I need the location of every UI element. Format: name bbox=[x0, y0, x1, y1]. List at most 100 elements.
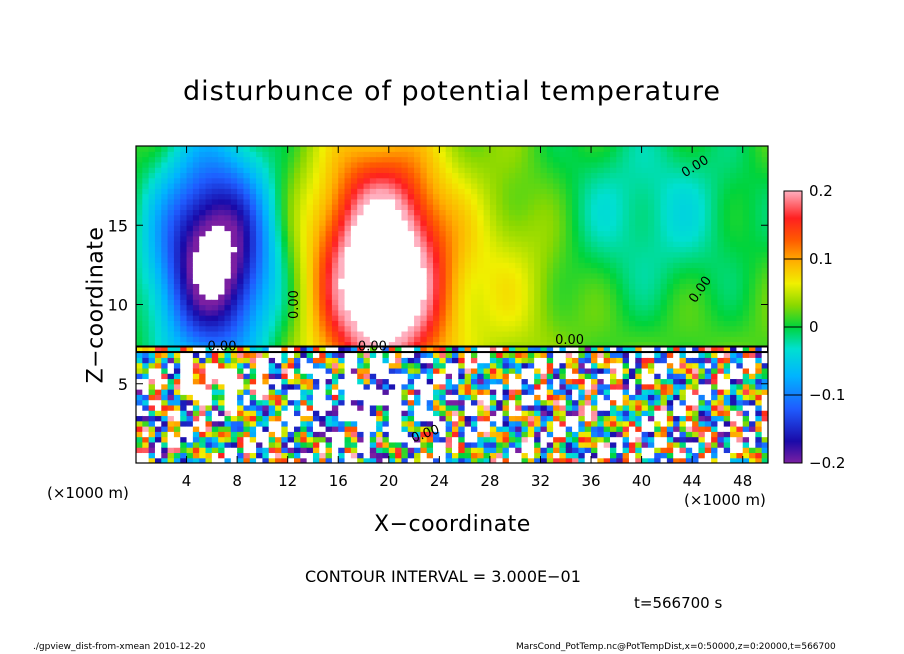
heatmap-cell bbox=[483, 426, 491, 432]
heatmap-cell bbox=[173, 441, 181, 448]
heatmap-cell bbox=[237, 352, 245, 358]
heatmap-cell bbox=[395, 214, 403, 221]
heatmap-cell bbox=[647, 378, 655, 385]
heatmap-cell bbox=[300, 267, 308, 274]
heatmap-cell bbox=[287, 241, 295, 247]
heatmap-cell bbox=[167, 362, 175, 369]
heatmap-cell bbox=[148, 352, 156, 358]
heatmap-cell bbox=[369, 304, 377, 311]
heatmap-cell bbox=[515, 373, 523, 380]
heatmap-cell bbox=[439, 293, 447, 300]
heatmap-cell bbox=[256, 383, 263, 390]
heatmap-cell bbox=[369, 415, 377, 422]
heatmap-cell bbox=[654, 167, 662, 174]
heatmap-cell bbox=[458, 198, 466, 205]
heatmap-cell bbox=[565, 225, 573, 232]
heatmap-cell bbox=[477, 161, 485, 168]
heatmap-cell bbox=[414, 214, 421, 221]
heatmap-cell bbox=[224, 246, 232, 253]
heatmap-cell bbox=[635, 378, 643, 385]
heatmap-cell bbox=[407, 241, 415, 247]
heatmap-cell bbox=[369, 309, 377, 316]
heatmap-cell bbox=[325, 204, 333, 210]
heatmap-cell bbox=[262, 146, 270, 152]
heatmap-cell bbox=[603, 304, 611, 311]
heatmap-cell bbox=[426, 288, 434, 295]
heatmap-cell bbox=[407, 146, 415, 152]
heatmap-cell bbox=[287, 198, 295, 205]
heatmap-cell bbox=[515, 246, 523, 253]
heatmap-cell bbox=[357, 182, 365, 189]
heatmap-cell bbox=[572, 241, 579, 247]
heatmap-cell bbox=[388, 188, 396, 195]
heatmap-cell bbox=[591, 394, 598, 401]
heatmap-cell bbox=[167, 452, 175, 459]
heatmap-cell bbox=[243, 304, 251, 311]
heatmap-cell bbox=[388, 304, 396, 311]
heatmap-cell bbox=[452, 357, 459, 364]
heatmap-cell bbox=[515, 225, 523, 232]
heatmap-cell bbox=[300, 309, 308, 316]
heatmap-cell bbox=[395, 420, 403, 427]
heatmap-cell bbox=[300, 225, 308, 232]
heatmap-cell bbox=[167, 167, 175, 174]
heatmap-cell bbox=[167, 352, 175, 358]
heatmap-cell bbox=[502, 167, 510, 174]
heatmap-cell bbox=[344, 452, 352, 459]
heatmap-cell bbox=[230, 447, 238, 454]
heatmap-cell bbox=[268, 272, 276, 279]
heatmap-cell bbox=[173, 452, 181, 459]
heatmap-cell bbox=[433, 346, 440, 353]
heatmap-cell bbox=[603, 251, 611, 258]
heatmap-cell bbox=[546, 447, 554, 454]
heatmap-cell bbox=[167, 309, 175, 316]
heatmap-cell bbox=[470, 235, 478, 242]
heatmap-cell bbox=[565, 431, 573, 438]
heatmap-cell bbox=[224, 209, 232, 216]
heatmap-cell bbox=[464, 404, 472, 411]
heatmap-cell bbox=[369, 177, 377, 184]
heatmap-cell bbox=[306, 325, 314, 332]
heatmap-cell bbox=[559, 447, 567, 454]
heatmap-cell bbox=[376, 177, 384, 184]
heatmap-cell bbox=[546, 288, 554, 295]
heatmap-cell bbox=[211, 352, 219, 358]
heatmap-cell bbox=[426, 426, 434, 432]
heatmap-cell bbox=[388, 177, 396, 184]
heatmap-cell bbox=[180, 278, 188, 284]
heatmap-cell bbox=[136, 341, 143, 348]
heatmap-cell bbox=[508, 394, 516, 401]
heatmap-cell bbox=[180, 198, 188, 205]
heatmap-cell bbox=[445, 304, 453, 311]
heatmap-cell bbox=[148, 283, 156, 290]
heatmap-cell bbox=[628, 346, 636, 353]
heatmap-cell bbox=[275, 426, 282, 432]
heatmap-cell bbox=[363, 278, 371, 284]
heatmap-cell bbox=[578, 151, 586, 158]
heatmap-cell bbox=[591, 373, 598, 380]
heatmap-cell bbox=[565, 394, 573, 401]
heatmap-cell bbox=[161, 272, 169, 279]
heatmap-cell bbox=[357, 341, 365, 348]
heatmap-cell bbox=[407, 251, 415, 258]
heatmap-cell bbox=[142, 283, 150, 290]
heatmap-cell bbox=[496, 325, 504, 332]
heatmap-cell bbox=[540, 209, 548, 216]
heatmap-cell bbox=[230, 214, 238, 221]
heatmap-cell bbox=[470, 288, 478, 295]
heatmap-cell bbox=[420, 241, 428, 247]
heatmap-cell bbox=[294, 193, 301, 200]
heatmap-cell bbox=[300, 362, 308, 369]
heatmap-cell bbox=[148, 436, 156, 443]
heatmap-cell bbox=[439, 193, 447, 200]
heatmap-cell bbox=[641, 241, 649, 247]
heatmap-cell bbox=[344, 209, 352, 216]
heatmap-cell bbox=[192, 198, 200, 205]
heatmap-cell bbox=[515, 383, 523, 390]
heatmap-cell bbox=[173, 394, 181, 401]
heatmap-cell bbox=[382, 251, 390, 258]
heatmap-cell bbox=[136, 404, 143, 411]
heatmap-cell bbox=[553, 235, 561, 242]
heatmap-cell bbox=[597, 146, 605, 152]
heatmap-cell bbox=[508, 293, 516, 300]
